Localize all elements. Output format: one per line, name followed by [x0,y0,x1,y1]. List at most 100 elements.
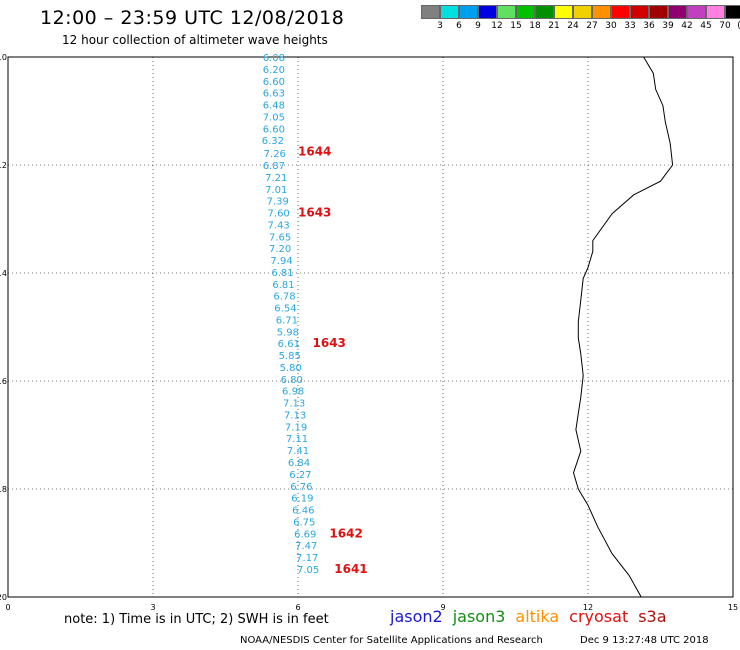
swh-value: 7.21 [265,173,287,184]
swh-value: 6.46 [292,506,314,517]
satellite-legend-s3a: s3a [638,607,667,626]
swh-value: 5.98 [277,327,299,338]
swh-value: 7.41 [287,446,309,457]
swh-value: 6.78 [273,292,295,303]
swh-value: 7.20 [269,244,291,255]
swh-value: 6.81 [271,268,293,279]
swh-value: 6.54 [274,304,296,315]
color-scale-label: 18 [529,21,541,31]
swh-value: 7.11 [286,434,308,445]
y-tick-label: -18 [0,485,7,494]
swh-value: 6.76 [290,482,312,493]
color-swatch [516,5,535,19]
swh-value: 7.94 [270,256,292,267]
swh-value: 7.26 [264,149,286,160]
color-swatch [649,5,668,19]
swh-value: 7.13 [284,410,306,421]
satellite-legend-altika: altika [515,607,560,626]
pass-number-label: 1643 [313,336,346,350]
swh-value: 6.71 [276,315,298,326]
color-swatch [573,5,592,19]
x-tick-label: 6 [295,603,300,612]
x-tick-label: 0 [5,603,10,612]
swh-value: 6.87 [263,161,285,172]
map-frame [7,56,734,598]
coastline [572,56,674,598]
pass-number-label: 1643 [298,206,331,220]
swh-value: 6.75 [293,517,315,528]
swh-value: 7.60 [268,209,290,220]
pass-number-label: 1644 [298,145,331,159]
color-scale-bar [421,5,740,19]
y-tick-label: -10 [0,53,7,62]
color-scale-label: 33 [624,21,636,31]
swh-value: 7.01 [265,185,287,196]
color-swatch [592,5,611,19]
color-swatch [630,5,649,19]
swh-value: 6.81 [272,280,294,291]
color-swatch [611,5,630,19]
color-scale-label: 21 [548,21,560,31]
swh-value: 6.84 [288,458,310,469]
swh-value: 7.13 [283,399,305,410]
swh-value: 7.47 [295,541,317,552]
satellite-legend: jason2 jason3 altika cryosat s3a [390,607,677,626]
swh-value: 6.60 [263,77,285,88]
y-tick-label: -12 [0,161,7,170]
swh-value: 6.69 [294,529,316,540]
swh-value: 6.80 [281,375,303,386]
swh-value: 6.20 [263,65,285,76]
pass-number-label: 1641 [334,562,367,576]
pass-number-label: 1642 [329,526,362,540]
color-scale-label: 6 [456,21,462,31]
color-scale-label: 9 [475,21,481,31]
swh-value: 5.80 [280,363,302,374]
swh-value: 6.08 [263,53,285,64]
color-scale-label: 3 [437,21,443,31]
swh-value: 7.17 [296,553,318,564]
swh-value: 6.27 [289,470,311,481]
swh-value: 7.39 [267,197,289,208]
color-swatch [421,5,440,19]
swh-value: 6.48 [263,101,285,112]
page-title: 12:00 – 23:59 UTC 12/08/2018 [40,7,345,29]
satellite-legend-jason2: jason2 [390,607,443,626]
x-tick-label: 15 [728,603,738,612]
color-swatch [440,5,459,19]
color-swatch [478,5,497,19]
color-scale-label: 39 [662,21,674,31]
x-tick-label: 9 [440,603,445,612]
color-scale-label: 24 [567,21,579,31]
color-swatch [535,5,554,19]
x-tick-label: 3 [150,603,155,612]
color-swatch [554,5,573,19]
y-tick-label: -16 [0,377,7,386]
swh-value: 5.85 [279,351,301,362]
credit-line: NOAA/NESDIS Center for Satellite Applica… [240,635,543,646]
swh-value: 7.19 [285,422,307,433]
color-swatch [706,5,725,19]
color-swatch [497,5,516,19]
swh-value: 7.65 [269,232,291,243]
color-scale-label: 27 [586,21,598,31]
color-swatch [668,5,687,19]
swh-value: 7.05 [263,112,285,123]
swh-value: 7.05 [297,565,319,576]
color-swatch [459,5,478,19]
swh-value: 6.63 [263,89,285,100]
swh-value: 6.98 [282,387,304,398]
x-tick-label: 12 [583,603,593,612]
color-scale-label: 70 [719,21,731,31]
color-scale-label: 12 [491,21,503,31]
satellite-legend-cryosat: cryosat [569,607,629,626]
color-swatch [725,5,740,19]
color-scale-label: (ft) [737,21,740,31]
generated-timestamp: Dec 9 13:27:48 UTC 2018 [580,635,709,646]
y-tick-label: -14 [0,269,7,278]
swh-value: 6.19 [291,494,313,505]
color-scale-label: 15 [510,21,522,31]
color-scale-label: 30 [605,21,617,31]
swh-value: 6.61 [278,339,300,350]
